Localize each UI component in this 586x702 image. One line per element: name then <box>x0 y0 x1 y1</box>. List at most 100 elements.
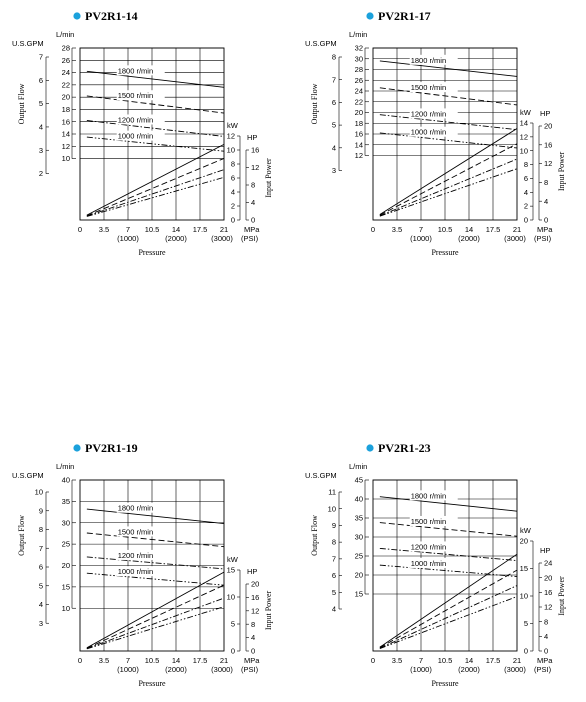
flow-tick-label: 40 <box>355 495 363 504</box>
x-tick-label: 14 <box>465 656 473 665</box>
gpm-tick-label: 6 <box>332 98 336 107</box>
hp-tick-label: 20 <box>251 580 259 589</box>
flow-series-label: 1000 r/min <box>411 128 446 137</box>
output-flow-axis-label: Output Flow <box>310 515 319 556</box>
hp-tick-label: 16 <box>544 588 552 597</box>
gpm-tick-label: 7 <box>332 554 336 563</box>
hp-tick-label: 12 <box>251 606 259 615</box>
kw-axis-unit: kW <box>227 555 239 564</box>
gpm-axis-unit: U.S.GPM <box>305 39 337 48</box>
kw-tick-label: 5 <box>231 620 235 629</box>
series-label-bg <box>116 566 165 577</box>
kw-axis-unit: kW <box>227 121 239 130</box>
hp-tick-label: 0 <box>251 647 255 656</box>
gpm-axis-unit: U.S.GPM <box>12 39 44 48</box>
power-series-line <box>379 128 518 215</box>
power-series-line <box>86 157 225 217</box>
series-label-bg <box>409 54 458 65</box>
gpm-axis-unit: U.S.GPM <box>305 471 337 480</box>
gpm-tick-label: 5 <box>39 99 43 108</box>
hp-axis-unit: HP <box>247 567 257 576</box>
x-tick-label: 0 <box>371 225 375 234</box>
kw-tick-label: 5 <box>524 619 528 628</box>
flow-series-line <box>86 532 225 548</box>
kw-tick-label: 6 <box>524 174 528 183</box>
flow-tick-label: 18 <box>355 119 363 128</box>
psi-axis-unit: (PSI) <box>534 234 552 243</box>
hp-tick-label: 8 <box>251 620 255 629</box>
power-series-line <box>379 553 518 648</box>
x-axis-unit: MPa <box>537 225 553 234</box>
x-axis-unit: MPa <box>537 656 553 665</box>
series-label-bg <box>116 526 165 537</box>
kw-tick-label: 12 <box>520 132 528 141</box>
flow-series-label: 1500 r/min <box>411 517 446 526</box>
flow-tick-label: 16 <box>62 117 70 126</box>
power-series-line <box>86 176 225 217</box>
flow-tick-label: 18 <box>62 105 70 114</box>
gpm-tick-label: 6 <box>39 76 43 85</box>
x-tick-label: 17.5 <box>486 656 501 665</box>
power-series-line <box>86 144 225 216</box>
x-tick-label: 21 <box>220 656 228 665</box>
flow-series-line <box>86 572 225 586</box>
gpm-tick-label: 5 <box>332 588 336 597</box>
gpm-tick-label: 4 <box>39 123 43 132</box>
hp-tick-label: 16 <box>544 140 552 149</box>
x-axis-label: Pressure <box>431 679 459 688</box>
gpm-tick-label: 9 <box>39 506 43 515</box>
kw-tick-label: 0 <box>231 216 235 225</box>
gpm-tick-label: 4 <box>332 605 336 614</box>
kw-tick-label: 4 <box>231 188 235 197</box>
kw-tick-label: 10 <box>227 593 235 602</box>
series-label-bg <box>116 114 165 125</box>
gpm-tick-label: 10 <box>328 504 336 513</box>
x-tick-label: 0 <box>78 656 82 665</box>
psi-tick-label: (3000) <box>211 234 233 243</box>
flow-tick-label: 22 <box>355 97 363 106</box>
x-tick-label: 0 <box>78 225 82 234</box>
series-label-bg <box>116 65 165 76</box>
flow-series-line <box>379 564 518 577</box>
power-series-line <box>379 158 518 217</box>
flow-series-label: 1200 r/min <box>118 115 153 124</box>
x-tick-label: 17.5 <box>486 225 501 234</box>
hp-tick-label: 24 <box>544 559 552 568</box>
flow-tick-label: 14 <box>355 140 363 149</box>
kw-tick-label: 0 <box>524 647 528 656</box>
series-label-bg <box>116 502 165 513</box>
kw-tick-label: 10 <box>227 146 235 155</box>
flow-series-line <box>86 70 225 88</box>
title-bullet-icon <box>73 12 81 20</box>
psi-tick-label: (3000) <box>504 665 526 674</box>
flow-series-label: 1800 r/min <box>411 491 446 500</box>
power-series-line <box>86 169 225 217</box>
x-tick-label: 10.5 <box>438 656 453 665</box>
chart-title: PV2R1-19 <box>85 441 138 455</box>
x-tick-label: 3.5 <box>99 225 109 234</box>
power-series-line <box>379 569 518 649</box>
flow-tick-label: 20 <box>355 108 363 117</box>
kw-tick-label: 4 <box>524 188 528 197</box>
psi-tick-label: (2000) <box>458 234 480 243</box>
kw-tick-label: 10 <box>520 146 528 155</box>
flow-tick-label: 14 <box>62 130 70 139</box>
flow-tick-label: 26 <box>62 56 70 65</box>
flow-axis-unit: L/min <box>349 462 367 471</box>
flow-tick-label: 20 <box>62 561 70 570</box>
chart-svg-pv2r1-14: PV2R1-1410121416182022242628L/min234567U… <box>12 9 273 257</box>
x-axis-unit: MPa <box>244 656 260 665</box>
hp-tick-label: 16 <box>251 593 259 602</box>
flow-series-line <box>86 508 225 525</box>
gpm-tick-label: 4 <box>332 143 336 152</box>
series-label-bg <box>116 130 165 141</box>
hp-tick-label: 4 <box>544 632 548 641</box>
x-tick-label: 0 <box>371 656 375 665</box>
kw-tick-label: 0 <box>231 647 235 656</box>
flow-axis-unit: L/min <box>56 30 74 39</box>
series-label-bg <box>116 90 165 101</box>
hp-tick-label: 4 <box>251 198 255 207</box>
chart-panel-pv2r1-19: PV2R1-19 10 15 20 25 30 35 40 L/min 3 4 5 6 7 8 9 10 U.S.… <box>0 351 293 702</box>
gpm-tick-label: 7 <box>332 75 336 84</box>
hp-tick-label: 20 <box>544 573 552 582</box>
